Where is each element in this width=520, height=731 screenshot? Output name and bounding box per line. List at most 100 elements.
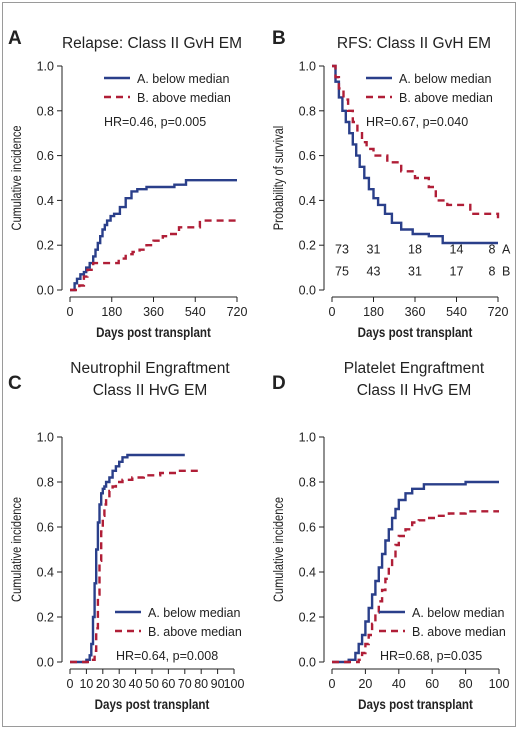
x-tick-label: 20 [358, 677, 372, 691]
panel-c: C Neutrophil Engraftment Class II HvG EM 0.… [8, 360, 244, 712]
series-line-b [70, 469, 198, 664]
series-line-a [70, 453, 185, 664]
panel-letter: A [8, 28, 22, 49]
legend-label: B. above median [148, 625, 242, 639]
chart-title: Class II HvG EM [357, 382, 472, 399]
x-tick-label: 720 [488, 305, 509, 319]
panel-letter: B [272, 28, 286, 49]
x-tick-label: 100 [489, 677, 510, 691]
stat-annotation: HR=0.64, p=0.008 [116, 649, 218, 663]
panel-b: B RFS: Class II GvH EM 0.0 0.2 0.4 0.6 0.8 1.0 0… [271, 28, 511, 340]
at-risk-count: 31 [408, 264, 422, 278]
y-tick-label: 0.6 [299, 149, 316, 163]
series-line-a [332, 64, 498, 245]
x-tick-label: 60 [425, 677, 439, 691]
y-tick-label: 0.4 [299, 566, 316, 580]
x-tick-label: 0 [329, 677, 336, 691]
x-tick-label: 90 [211, 677, 225, 691]
at-risk-group-label: A [502, 242, 511, 256]
panel-a: A Relapse: Class II GvH EM 0.0 0.2 0.4 0.6 0.8… [8, 28, 247, 340]
at-risk-count: 18 [408, 242, 422, 256]
x-axis-label: Days post transplant [96, 325, 211, 340]
at-risk-count: 17 [450, 264, 464, 278]
series-line-b [70, 219, 237, 292]
y-tick-label: 0.2 [37, 611, 54, 625]
x-tick-label: 180 [101, 305, 122, 319]
panel-letter: D [272, 373, 286, 394]
y-tick-label: 0.0 [299, 656, 316, 670]
stat-annotation: HR=0.46, p=0.005 [104, 115, 206, 129]
series-line-b [332, 510, 499, 664]
x-tick-label: 0 [67, 677, 74, 691]
chart-title: RFS: Class II GvH EM [337, 35, 491, 52]
chart-title: Relapse: Class II GvH EM [62, 35, 242, 52]
series-line-b [332, 64, 500, 219]
at-risk-count: 8 [489, 264, 496, 278]
y-tick-label: 1.0 [299, 431, 316, 445]
x-tick-label: 10 [79, 677, 93, 691]
x-tick-label: 60 [161, 677, 175, 691]
y-tick-label: 0.6 [37, 149, 54, 163]
legend-label: A. below median [148, 606, 240, 620]
stat-annotation: HR=0.67, p=0.040 [366, 115, 468, 129]
x-tick-label: 80 [194, 677, 208, 691]
y-axis-label: Cumulative incidence [9, 125, 24, 230]
chart-title: Class II HvG EM [93, 382, 208, 399]
at-risk-count: 31 [367, 242, 381, 256]
x-axis-label: Days post transplant [358, 697, 473, 712]
at-risk-count: 75 [335, 264, 349, 278]
legend-label: A. below median [399, 72, 491, 86]
legend-label: B. above median [412, 625, 506, 639]
chart-title: Platelet Engraftment [344, 360, 485, 377]
x-tick-label: 360 [405, 305, 426, 319]
y-axis-label: Cumulative incidence [271, 497, 286, 602]
y-axis-label: Probability of survival [271, 126, 286, 230]
at-risk-count: 73 [335, 242, 349, 256]
x-tick-label: 20 [96, 677, 110, 691]
chart-title: Neutrophil Engraftment [70, 360, 230, 377]
x-tick-label: 540 [185, 305, 206, 319]
y-tick-label: 0.0 [37, 656, 54, 670]
at-risk-group-label: B [502, 264, 510, 278]
legend-label: A. below median [412, 606, 504, 620]
y-tick-label: 0.2 [299, 239, 316, 253]
x-tick-label: 70 [178, 677, 192, 691]
y-tick-label: 0.8 [37, 104, 54, 118]
legend-label: A. below median [137, 72, 229, 86]
stat-annotation: HR=0.68, p=0.035 [380, 649, 482, 663]
x-tick-label: 720 [227, 305, 248, 319]
series-line-a [70, 179, 237, 292]
x-tick-label: 360 [143, 305, 164, 319]
y-axis-label: Cumulative incidence [9, 497, 24, 602]
x-tick-label: 540 [446, 305, 467, 319]
legend-label: B. above median [137, 91, 231, 105]
y-tick-label: 0.4 [37, 566, 54, 580]
y-tick-label: 1.0 [37, 431, 54, 445]
y-tick-label: 0.0 [299, 284, 316, 298]
x-tick-label: 100 [224, 677, 245, 691]
y-tick-label: 0.8 [37, 476, 54, 490]
panel-d: D Platelet Engraftment Class II HvG EM 0.0 0… [271, 360, 510, 712]
y-tick-label: 0.4 [37, 194, 54, 208]
y-tick-label: 0.8 [299, 104, 316, 118]
at-risk-count: 14 [450, 242, 464, 256]
x-tick-label: 30 [112, 677, 126, 691]
y-tick-label: 0.4 [299, 194, 316, 208]
panel-letter: C [8, 373, 22, 394]
x-tick-label: 0 [67, 305, 74, 319]
y-tick-label: 0.8 [299, 476, 316, 490]
x-tick-label: 180 [363, 305, 384, 319]
y-tick-label: 0.2 [299, 611, 316, 625]
x-tick-label: 80 [459, 677, 473, 691]
at-risk-count: 8 [489, 242, 496, 256]
legend-label: B. above median [399, 91, 493, 105]
x-tick-label: 40 [392, 677, 406, 691]
y-tick-label: 0.2 [37, 239, 54, 253]
y-tick-label: 0.0 [37, 284, 54, 298]
series-line-a [332, 480, 499, 664]
y-tick-label: 0.6 [299, 521, 316, 535]
x-tick-label: 0 [329, 305, 336, 319]
